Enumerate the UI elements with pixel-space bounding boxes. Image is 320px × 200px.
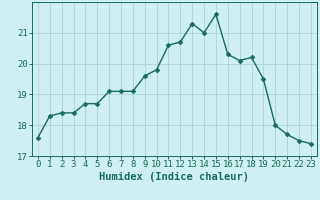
- X-axis label: Humidex (Indice chaleur): Humidex (Indice chaleur): [100, 172, 249, 182]
